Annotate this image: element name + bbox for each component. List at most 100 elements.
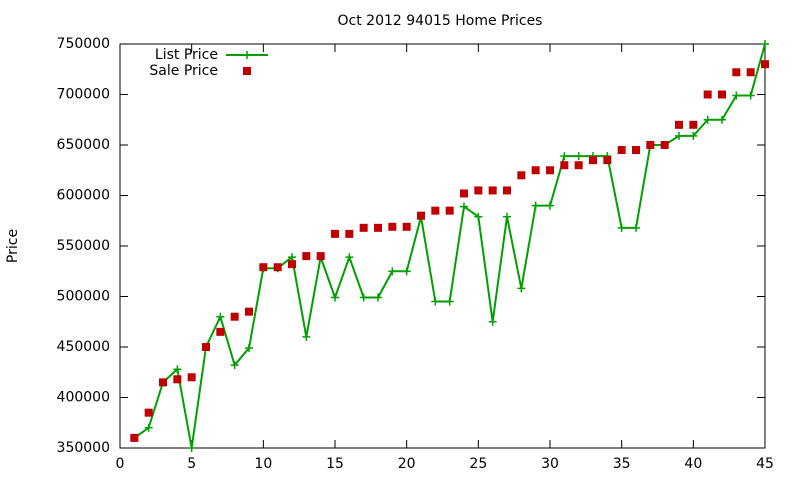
point-marker bbox=[732, 68, 741, 77]
point-marker bbox=[130, 433, 139, 442]
point-marker bbox=[703, 115, 712, 124]
point-marker bbox=[603, 156, 612, 165]
point-marker bbox=[288, 260, 296, 269]
point-marker bbox=[632, 146, 640, 155]
point-marker bbox=[202, 343, 210, 351]
point-marker bbox=[531, 201, 540, 210]
point-marker bbox=[560, 152, 569, 161]
point-marker bbox=[273, 263, 282, 272]
point-marker bbox=[187, 373, 196, 382]
chart-title: Oct 2012 94015 Home Prices bbox=[338, 13, 543, 29]
point-marker bbox=[216, 312, 225, 321]
y-tick-label: 450000 bbox=[57, 339, 110, 355]
point-marker bbox=[187, 444, 196, 452]
point-marker bbox=[718, 115, 726, 124]
point-marker bbox=[402, 267, 411, 276]
x-tick-label: 30 bbox=[541, 456, 559, 472]
y-tick-label: 650000 bbox=[57, 137, 110, 153]
y-tick-label: 700000 bbox=[57, 87, 110, 103]
point-marker bbox=[546, 201, 554, 210]
point-marker bbox=[517, 171, 526, 180]
x-tick-label: 5 bbox=[187, 456, 196, 472]
point-marker bbox=[718, 90, 726, 99]
x-tick-label: 45 bbox=[756, 456, 774, 472]
series-line bbox=[133, 43, 766, 449]
point-marker bbox=[617, 146, 626, 155]
point-marker bbox=[574, 152, 583, 161]
point-marker bbox=[316, 252, 325, 261]
point-marker bbox=[245, 344, 253, 353]
point-marker bbox=[732, 91, 741, 100]
point-marker bbox=[345, 229, 354, 238]
point-marker bbox=[173, 375, 182, 384]
legend-marker bbox=[243, 67, 251, 75]
point-marker bbox=[675, 131, 683, 140]
point-marker bbox=[689, 120, 698, 129]
point-marker bbox=[517, 284, 526, 293]
point-marker bbox=[560, 161, 569, 170]
point-marker bbox=[431, 297, 440, 306]
point-marker bbox=[302, 252, 311, 261]
point-marker bbox=[388, 222, 397, 231]
point-marker bbox=[288, 253, 296, 262]
point-marker bbox=[761, 60, 769, 69]
point-marker bbox=[503, 186, 511, 195]
y-tick-label: 750000 bbox=[57, 36, 110, 52]
point-marker bbox=[460, 189, 468, 198]
x-tick-label: 0 bbox=[116, 456, 125, 472]
x-tick-label: 15 bbox=[326, 456, 344, 472]
x-tick-label: 25 bbox=[469, 456, 487, 472]
point-marker bbox=[230, 312, 239, 321]
legend-label: Sale Price bbox=[149, 63, 218, 79]
point-marker bbox=[302, 332, 311, 341]
point-marker bbox=[445, 297, 454, 306]
y-tick-label: 500000 bbox=[57, 289, 110, 305]
point-marker bbox=[402, 222, 411, 231]
point-marker bbox=[331, 293, 339, 302]
point-marker bbox=[503, 212, 511, 221]
point-marker bbox=[216, 327, 225, 336]
point-marker bbox=[417, 211, 425, 220]
point-marker bbox=[230, 361, 239, 370]
point-marker bbox=[546, 166, 554, 175]
point-marker bbox=[374, 223, 382, 232]
y-axis-label: Price bbox=[5, 229, 21, 263]
point-marker bbox=[374, 293, 382, 302]
point-marker bbox=[359, 223, 368, 232]
point-marker bbox=[675, 120, 683, 129]
point-marker bbox=[488, 186, 497, 195]
point-marker bbox=[660, 141, 669, 149]
point-marker bbox=[159, 378, 167, 387]
y-tick-label: 350000 bbox=[57, 440, 110, 456]
point-marker bbox=[431, 206, 440, 215]
point-marker bbox=[359, 293, 368, 302]
y-tick-label: 600000 bbox=[57, 188, 110, 204]
point-marker bbox=[474, 212, 483, 221]
point-marker bbox=[259, 263, 268, 272]
point-marker bbox=[345, 253, 354, 262]
x-tick-label: 35 bbox=[613, 456, 631, 472]
point-marker bbox=[144, 408, 153, 417]
y-tick-label: 550000 bbox=[57, 238, 110, 254]
point-marker bbox=[460, 202, 468, 211]
point-marker bbox=[646, 141, 655, 149]
point-marker bbox=[689, 131, 698, 140]
point-marker bbox=[144, 423, 153, 432]
x-tick-label: 20 bbox=[398, 456, 416, 472]
point-marker bbox=[531, 166, 540, 175]
point-marker bbox=[589, 156, 597, 165]
point-marker bbox=[331, 229, 339, 238]
legend-marker bbox=[243, 51, 251, 59]
y-tick-label: 400000 bbox=[57, 390, 110, 406]
point-marker bbox=[388, 267, 397, 276]
point-marker bbox=[617, 223, 626, 232]
legend-label: List Price bbox=[155, 47, 218, 63]
x-tick-label: 40 bbox=[684, 456, 702, 472]
point-marker bbox=[474, 186, 483, 195]
point-marker bbox=[703, 90, 712, 99]
point-marker bbox=[746, 68, 755, 77]
point-marker bbox=[574, 161, 583, 170]
point-marker bbox=[761, 40, 769, 48]
